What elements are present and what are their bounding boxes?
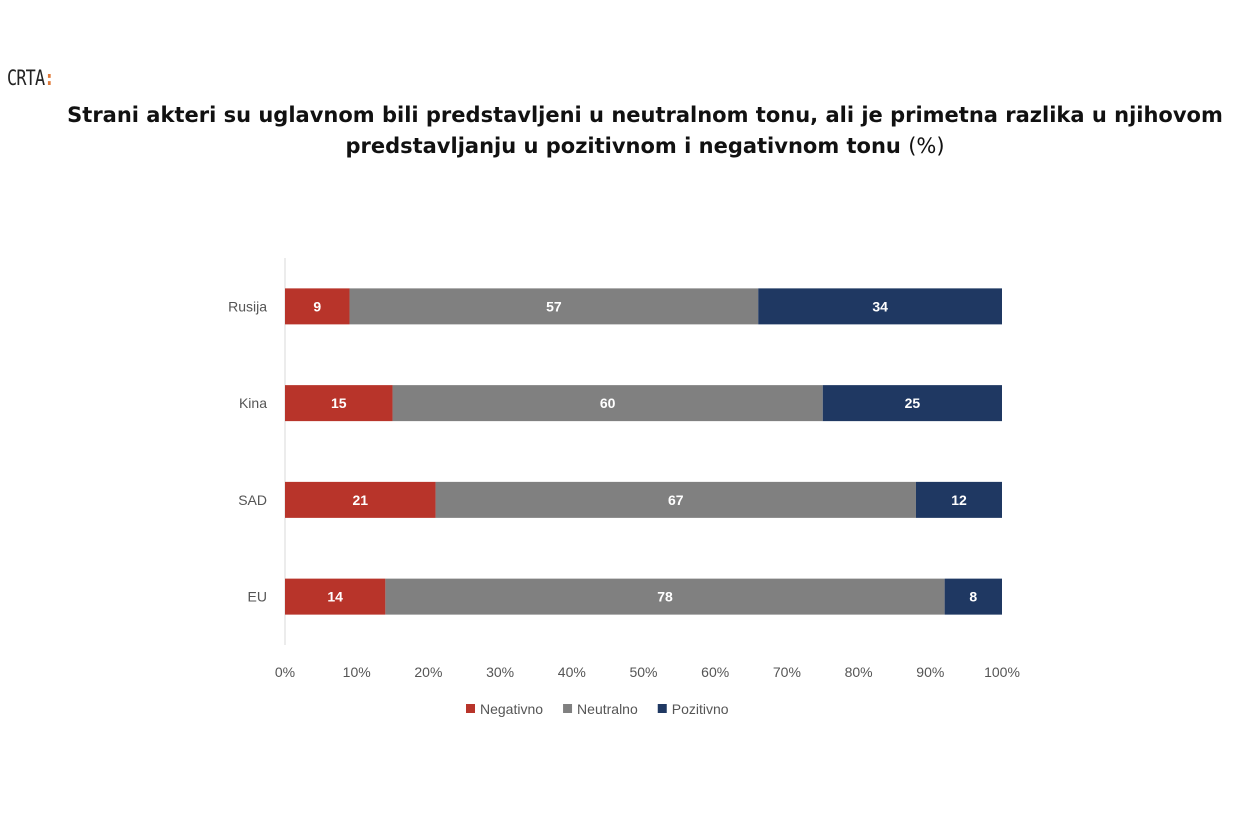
bar-segment-negativno bbox=[285, 385, 393, 422]
legend-swatch bbox=[466, 704, 475, 713]
bar-segment-pozitivno bbox=[822, 385, 1002, 422]
category-label: Rusija bbox=[228, 298, 267, 314]
legend-label: Pozitivno bbox=[672, 701, 729, 717]
x-tick-label: 60% bbox=[701, 664, 729, 680]
x-tick-label: 100% bbox=[984, 664, 1020, 680]
data-label: 8 bbox=[969, 589, 977, 605]
bar-segment-pozitivno bbox=[915, 481, 1002, 518]
bar-segment-pozitivno bbox=[758, 288, 1002, 325]
data-label: 15 bbox=[331, 395, 347, 411]
x-tick-label: 80% bbox=[845, 664, 873, 680]
bar-segment-negativno bbox=[285, 481, 436, 518]
x-tick-label: 20% bbox=[414, 664, 442, 680]
legend-swatch bbox=[563, 704, 573, 713]
logo-dots: : bbox=[44, 66, 54, 90]
data-label: 12 bbox=[951, 492, 967, 508]
bar-segment-neutralno bbox=[349, 288, 759, 325]
category-label: SAD bbox=[238, 492, 267, 508]
chart-title: Strani akteri su uglavnom bili predstavl… bbox=[60, 100, 1230, 162]
data-label: 67 bbox=[668, 492, 684, 508]
category-label: Kina bbox=[239, 395, 267, 411]
title-unit: (%) bbox=[908, 134, 945, 158]
data-label: 60 bbox=[600, 395, 616, 411]
data-label: 21 bbox=[352, 492, 368, 508]
bar-segment-neutralno bbox=[435, 481, 916, 518]
logo-text: CRTA bbox=[7, 66, 45, 90]
x-tick-label: 30% bbox=[486, 664, 514, 680]
x-tick-label: 40% bbox=[558, 664, 586, 680]
data-label: 25 bbox=[905, 395, 921, 411]
category-label: EU bbox=[248, 589, 267, 605]
x-tick-label: 0% bbox=[275, 664, 295, 680]
bar-segment-negativno bbox=[285, 578, 386, 615]
data-label: 34 bbox=[872, 298, 888, 314]
crta-logo: CRTA: bbox=[7, 66, 54, 90]
x-tick-label: 50% bbox=[629, 664, 657, 680]
x-tick-label: 10% bbox=[343, 664, 371, 680]
bar-segment-pozitivno bbox=[944, 578, 1002, 615]
bar-segment-neutralno bbox=[392, 385, 823, 422]
data-label: 14 bbox=[327, 589, 343, 605]
x-tick-label: 70% bbox=[773, 664, 801, 680]
title-text: Strani akteri su uglavnom bili predstavl… bbox=[67, 103, 1223, 158]
legend-label: Negativno bbox=[480, 701, 543, 717]
legend-label: Neutralno bbox=[577, 701, 638, 717]
data-label: 9 bbox=[313, 298, 321, 314]
bar-segment-neutralno bbox=[385, 578, 945, 615]
bar-segment-negativno bbox=[285, 288, 350, 325]
legend-swatch bbox=[657, 704, 667, 713]
data-label: 57 bbox=[546, 298, 562, 314]
data-label: 78 bbox=[657, 589, 673, 605]
x-tick-label: 90% bbox=[916, 664, 944, 680]
